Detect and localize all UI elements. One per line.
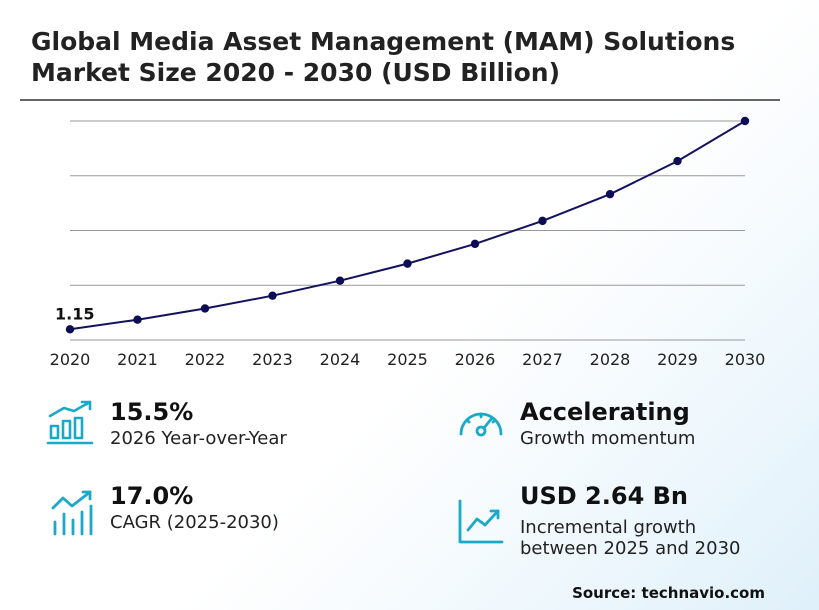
source-note: Source: technavio.com [572,584,765,602]
bar-chart-growth-icon [46,398,94,450]
trend-bars-icon [50,488,98,542]
data-point [605,189,615,199]
stat-yoy: 15.5% 2026 Year-over-Year [110,398,410,458]
stat-cagr: 17.0% CAGR (2025-2030) [110,482,410,542]
x-tick-label: 2024 [320,350,361,369]
data-points [65,116,750,334]
chart-title-line-1: Global Media Asset Management (MAM) Solu… [31,27,736,56]
data-labels: 1.15 [55,304,94,323]
chart-title-line-2: Market Size 2020 - 2030 (USD Billion) [31,58,560,87]
stat-incremental-desc-line-2: between 2025 and 2030 [520,538,741,559]
stat-yoy-value: 15.5% [110,398,194,426]
x-axis-tick-labels: 2020 2021 2022 2023 2024 2025 2026 2027 2028 2029… [50,350,766,369]
stat-momentum-value: Accelerating [520,398,690,426]
data-point [673,156,682,166]
stat-incremental-desc: Incremental growth between 2025 and 2030 [520,517,740,559]
x-tick-label: 2021 [117,350,158,369]
data-point [335,276,345,285]
stat-incremental-desc-line-1: Incremental growth [520,517,697,538]
stat-incremental: USD 2.64 Bn Incremental growth between 2… [520,482,810,562]
stat-incremental-value: USD 2.64 Bn [520,482,688,510]
data-point [268,291,277,300]
speedometer-icon [456,402,506,446]
data-point [65,325,75,334]
data-label: 1.15 [55,304,94,323]
title-divider [20,99,780,101]
line-chart: 2020 2021 2022 2023 2024 2025 2026 2027 2028 2029… [50,116,766,369]
x-tick-label: 2027 [522,350,563,369]
data-point [740,116,750,126]
data-point [403,259,412,268]
data-point [133,315,142,324]
x-tick-label: 2025 [387,350,428,369]
stat-momentum-desc: Growth momentum [520,428,696,449]
x-tick-label: 2023 [252,350,293,369]
stat-momentum: Accelerating Growth momentum [520,398,810,458]
x-tick-label: 2029 [657,350,698,369]
stat-yoy-desc: 2026 Year-over-Year [110,428,287,449]
x-tick-label: 2028 [590,350,631,369]
series-line [69,120,746,331]
chart-title: Global Media Asset Management (MAM) Solu… [31,26,819,88]
x-tick-label: 2022 [185,350,226,369]
stat-cagr-desc: CAGR (2025-2030) [110,512,279,533]
data-point [470,239,480,249]
x-tick-label: 2020 [50,350,91,369]
data-point [538,216,547,226]
data-point [200,304,210,313]
x-tick-label: 2026 [455,350,496,369]
stat-cagr-value: 17.0% [110,482,194,510]
gridlines [70,120,745,341]
x-tick-label: 2030 [725,350,766,369]
line-chart-up-icon [456,498,506,550]
